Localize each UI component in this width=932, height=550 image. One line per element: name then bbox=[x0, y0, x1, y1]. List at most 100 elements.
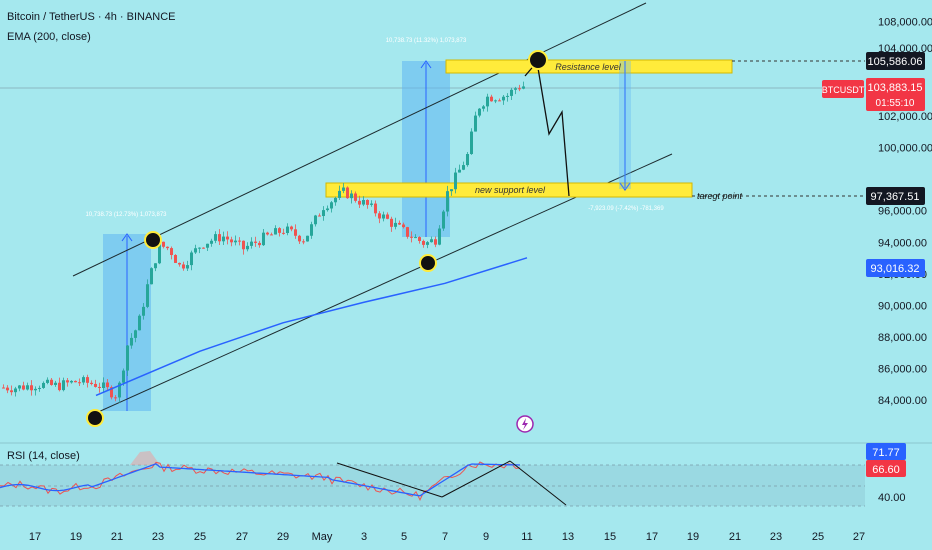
candle-body bbox=[446, 191, 449, 212]
pivot-low-marker-2 bbox=[419, 254, 437, 272]
candle-body bbox=[254, 241, 257, 243]
candle-body bbox=[494, 100, 497, 102]
candle-body bbox=[62, 380, 65, 391]
candle-body bbox=[38, 387, 41, 389]
candle-body bbox=[102, 382, 105, 388]
lightning-glyph bbox=[522, 418, 528, 430]
candle-body bbox=[198, 247, 201, 249]
pivot-high-marker-2 bbox=[528, 50, 548, 70]
candle-body bbox=[130, 337, 133, 346]
time-tick: 17 bbox=[646, 531, 658, 543]
target-label: taregt point bbox=[697, 191, 743, 201]
symbol-text: BTCUSDT bbox=[822, 85, 865, 95]
pivot-low-marker-1 bbox=[86, 409, 104, 427]
candle-body bbox=[366, 199, 369, 205]
rsi-divergence-lower bbox=[441, 460, 511, 498]
candle-body bbox=[462, 165, 465, 170]
candle-body bbox=[306, 235, 309, 242]
candle-body bbox=[318, 215, 321, 217]
measure-arrowhead-down bbox=[619, 182, 631, 192]
candle-body bbox=[262, 232, 265, 246]
rsi-legend: RSI (14, close) bbox=[7, 450, 80, 462]
candle-body bbox=[106, 382, 109, 388]
candle-body bbox=[178, 262, 181, 265]
time-tick: 3 bbox=[361, 531, 367, 543]
time-tick: 13 bbox=[562, 531, 574, 543]
price-tick: 84,000.00 bbox=[878, 395, 927, 407]
rsi-projection bbox=[509, 460, 567, 506]
time-tick: 23 bbox=[152, 531, 164, 543]
candle-body bbox=[370, 203, 373, 205]
candle-body bbox=[386, 214, 389, 219]
rsi-value-red: 66.60 bbox=[872, 464, 900, 476]
candle-body bbox=[90, 382, 93, 384]
candle-body bbox=[194, 248, 197, 253]
rsi-value-blue: 71.77 bbox=[872, 447, 900, 459]
candle-body bbox=[322, 210, 325, 217]
candle-body bbox=[498, 100, 501, 102]
candle-body bbox=[470, 131, 473, 155]
candle-body bbox=[342, 187, 345, 191]
candle-body bbox=[258, 242, 261, 246]
candle-body bbox=[514, 88, 517, 90]
resistance-price-text: 105,586.06 bbox=[867, 56, 922, 68]
candle-body bbox=[406, 227, 409, 237]
measure-label-left: 10,738.73 (12.73%) 1,073,873 bbox=[85, 212, 167, 218]
candle-body bbox=[298, 235, 301, 242]
channel-upper-line[interactable] bbox=[72, 2, 647, 277]
candle-body bbox=[510, 89, 513, 96]
candle-body bbox=[98, 386, 101, 388]
candle-body bbox=[506, 95, 509, 97]
candle-body bbox=[214, 234, 217, 241]
time-tick: 23 bbox=[770, 531, 782, 543]
time-tick: 25 bbox=[812, 531, 824, 543]
last-price-text: 103,883.15 bbox=[867, 82, 922, 94]
candle-body bbox=[238, 240, 241, 242]
candle-body bbox=[10, 390, 13, 393]
support-price-badge bbox=[866, 187, 925, 205]
ema-price-badge bbox=[866, 259, 925, 277]
candle-body bbox=[294, 229, 297, 236]
candle-body bbox=[338, 190, 341, 198]
time-tick: 15 bbox=[604, 531, 616, 543]
candle-body bbox=[6, 387, 9, 391]
support-zone[interactable] bbox=[325, 182, 693, 198]
candle-body bbox=[150, 268, 153, 285]
candle-body bbox=[454, 172, 457, 190]
candlestick-series bbox=[2, 81, 525, 403]
candle-body bbox=[362, 199, 365, 205]
candle-body bbox=[478, 108, 481, 116]
support-price-text: 97,367.51 bbox=[871, 191, 920, 203]
candle-body bbox=[346, 187, 349, 199]
candle-body bbox=[174, 255, 177, 263]
candle-body bbox=[182, 264, 185, 269]
candle-body bbox=[170, 248, 173, 256]
price-tick: 88,000.00 bbox=[878, 332, 927, 344]
candle-body bbox=[222, 236, 225, 242]
candle-body bbox=[202, 247, 205, 249]
candle-body bbox=[142, 306, 145, 316]
candle-body bbox=[126, 345, 129, 371]
candle-body bbox=[122, 370, 125, 383]
candle-body bbox=[418, 237, 421, 241]
time-tick: 27 bbox=[236, 531, 248, 543]
support-label: new support level bbox=[475, 185, 546, 195]
candle-body bbox=[358, 200, 361, 205]
candle-body bbox=[502, 96, 505, 101]
candle-body bbox=[58, 382, 61, 391]
time-axis[interactable]: 17 19 21 23 25 27 29 May 3 5 7 9 11 13 15 17 19 21 23 25 27 bbox=[29, 531, 865, 543]
candle-body bbox=[166, 246, 169, 249]
candle-body bbox=[422, 240, 425, 245]
price-tick: 102,000.00 bbox=[878, 111, 932, 123]
candle-body bbox=[46, 379, 49, 383]
measure-arrowhead-left bbox=[121, 233, 133, 242]
resistance-zone[interactable] bbox=[445, 59, 733, 74]
candle-body bbox=[398, 222, 401, 225]
candle-body bbox=[114, 397, 117, 399]
price-tick: 90,000.00 bbox=[878, 300, 927, 312]
candle-body bbox=[2, 387, 5, 389]
time-tick: 19 bbox=[687, 531, 699, 543]
candle-body bbox=[54, 382, 57, 385]
candle-body bbox=[50, 379, 53, 385]
